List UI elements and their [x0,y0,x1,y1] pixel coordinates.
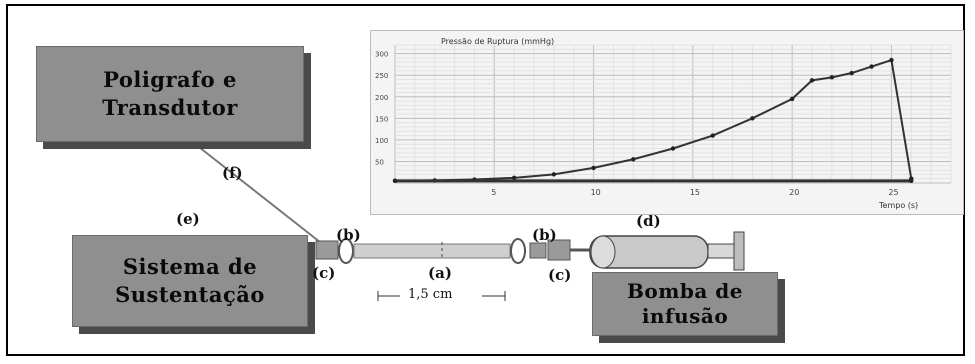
ring-right [510,238,526,264]
label-c-right: (c) [548,266,572,284]
chart-x-tick: 10 [591,188,601,197]
box-sistema-line2: Sustentação [115,282,265,307]
pressure-chart-svg: 300 250 200 150 100 50 5 10 15 20 25 [375,44,952,197]
chart-x-tick: 20 [789,188,799,197]
label-b-right: (b) [532,226,557,244]
ring-left [338,238,354,264]
syringe-plunger [707,243,735,259]
chart-point [710,133,715,138]
chart-point [392,178,398,184]
chart-point [591,165,596,171]
label-a: (a) [428,264,452,282]
chart-point [631,157,636,162]
chart-y-tick: 200 [375,94,388,102]
box-sistema: Sistema de Sustentação [72,235,308,327]
vessel-a [353,243,511,259]
chart-x-tick: 25 [888,188,898,197]
label-c-left: (c) [312,264,336,282]
chart-y-tick: 150 [375,115,388,123]
label-e: (e) [176,210,200,228]
chart-y-tick: 300 [375,51,388,59]
box-bomba-line1: Bomba de [626,279,744,303]
label-f: (f) [222,164,243,182]
label-d: (d) [636,212,661,230]
box-bomba-line2: infusão [641,304,729,328]
chart-point [889,57,894,63]
chart-point [670,146,676,151]
distance-label: 1,5 cm [408,287,453,302]
chart-point [809,78,815,83]
chart-y-tick: 250 [375,72,388,80]
connector-left [315,240,339,260]
chart-point [909,178,914,184]
box-poligrafo: Poligrafo e Transdutor [36,46,304,142]
chart-y-tick: 50 [375,158,384,166]
chart-point [849,70,854,76]
chart-point [750,116,755,121]
chart-point [829,75,835,80]
chart-point [511,175,517,181]
chart-point [869,64,874,69]
chart-point [789,96,795,102]
syringe-head [733,231,745,271]
label-b-left: (b) [336,226,361,244]
box-poligrafo-line2: Transdutor [102,95,238,120]
chart-xlabel: Tempo (s) [879,201,919,210]
chart-y-tick: 100 [375,137,388,145]
chart-x-tick: 5 [491,188,496,197]
chart-title: Pressão de Ruptura (mmHg) [441,37,555,46]
connector-right [529,242,547,259]
box-bomba: Bomba de infusão [592,272,778,336]
chart-point [551,172,557,177]
box-poligrafo-line1: Poligrafo e [103,67,237,92]
syringe-tip [590,235,616,269]
box-sistema-line1: Sistema de [122,254,258,279]
pressure-chart: 300 250 200 150 100 50 5 10 15 20 25 Pressão de Ru… [370,30,964,215]
chart-x-tick: 15 [690,188,700,197]
cable-f [189,139,326,247]
